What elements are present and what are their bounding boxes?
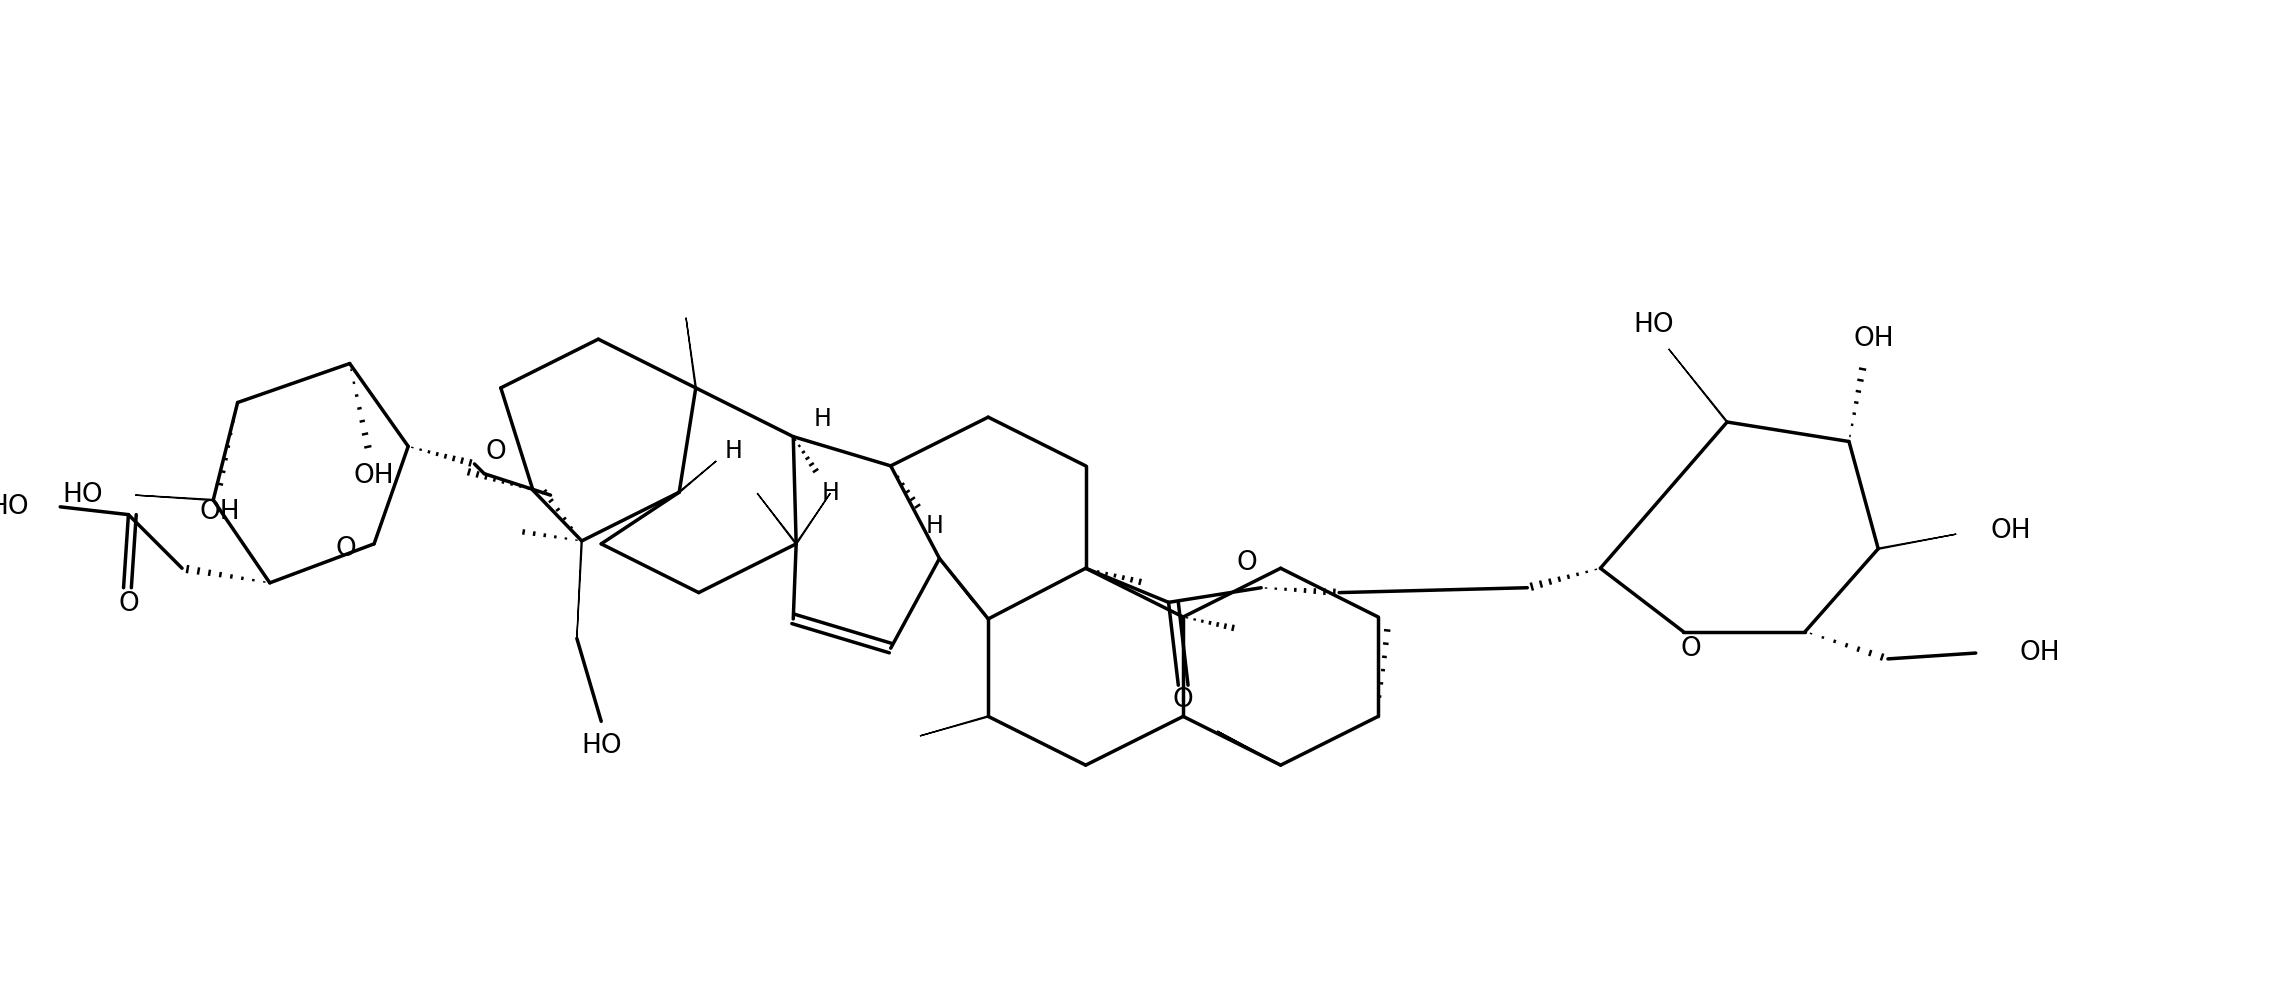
Polygon shape	[687, 318, 696, 388]
Polygon shape	[134, 495, 214, 500]
Text: HO: HO	[580, 733, 621, 759]
Text: HO: HO	[0, 494, 30, 520]
Text: O: O	[487, 439, 507, 465]
Text: H: H	[725, 439, 744, 463]
Text: H: H	[814, 407, 832, 431]
Polygon shape	[921, 716, 989, 736]
Text: O: O	[118, 591, 139, 617]
Text: O: O	[1173, 687, 1194, 713]
Text: OH: OH	[1853, 326, 1894, 352]
Polygon shape	[1217, 731, 1280, 766]
Text: H: H	[926, 514, 944, 538]
Polygon shape	[757, 493, 796, 544]
Polygon shape	[939, 558, 973, 602]
Text: OH: OH	[2019, 640, 2060, 666]
Polygon shape	[578, 541, 582, 638]
Text: O: O	[1680, 636, 1701, 662]
Text: HO: HO	[61, 482, 102, 508]
Text: OH: OH	[1990, 518, 2031, 544]
Text: OH: OH	[200, 499, 241, 525]
Polygon shape	[680, 461, 716, 493]
Text: O: O	[1237, 550, 1258, 576]
Polygon shape	[1669, 349, 1728, 422]
Polygon shape	[1878, 534, 1956, 549]
Text: H: H	[821, 481, 839, 505]
Text: HO: HO	[1633, 312, 1674, 338]
Polygon shape	[796, 493, 830, 544]
Text: O: O	[337, 536, 357, 562]
Text: OH: OH	[355, 463, 393, 489]
